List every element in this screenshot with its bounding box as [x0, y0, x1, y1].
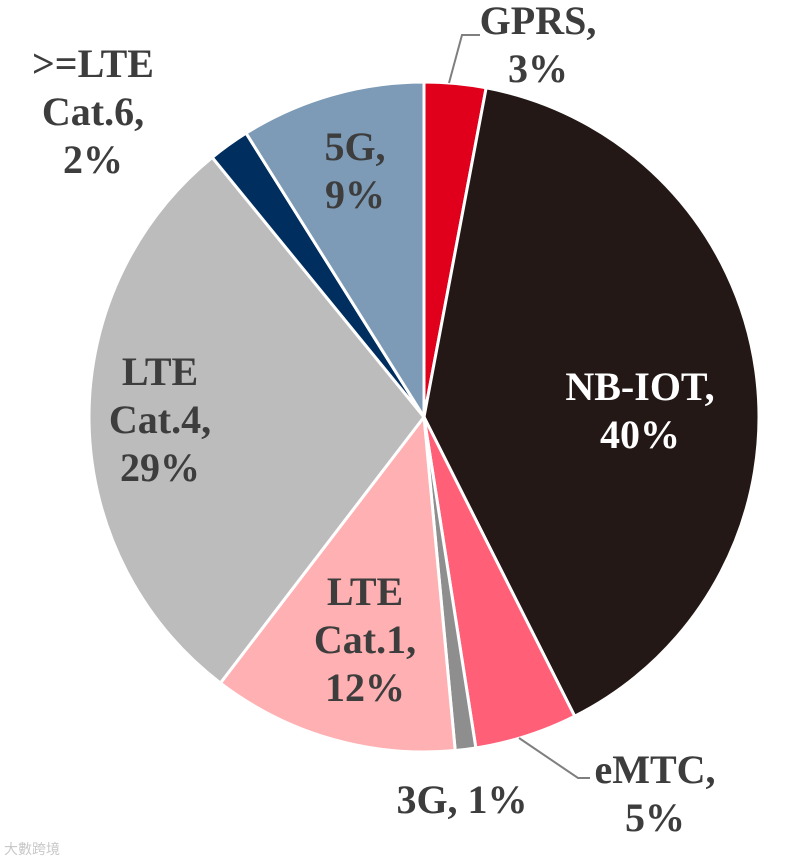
pie-slice-5g — [244, 80, 426, 423]
pie-slice-lte-cat-1 — [218, 413, 457, 754]
slice-label-5g: 5G, 9% — [324, 124, 385, 217]
slice-label-gprs: GPRS, 3% — [480, 0, 597, 91]
slice-label-emtc: eMTC, 5% — [594, 747, 715, 840]
slice-label-lte-cat-6: >=LTE Cat.6, 2% — [32, 41, 154, 182]
pie-slice-nb-iot — [422, 86, 761, 719]
watermark: 大數跨境 — [4, 842, 60, 858]
leader-line-gprs — [448, 34, 480, 84]
slice-label-3g: 3G, 1% — [396, 777, 527, 822]
slice-label-lte-cat-1: LTE Cat.1, 12% — [314, 569, 416, 710]
leader-line-emtc — [518, 737, 590, 779]
slice-label-lte-cat-4: LTE Cat.4, 29% — [109, 349, 211, 490]
slice-label-nb-iot: NB-IOT, 40% — [565, 364, 714, 457]
pie-slice-lte-cat-4 — [87, 155, 426, 686]
